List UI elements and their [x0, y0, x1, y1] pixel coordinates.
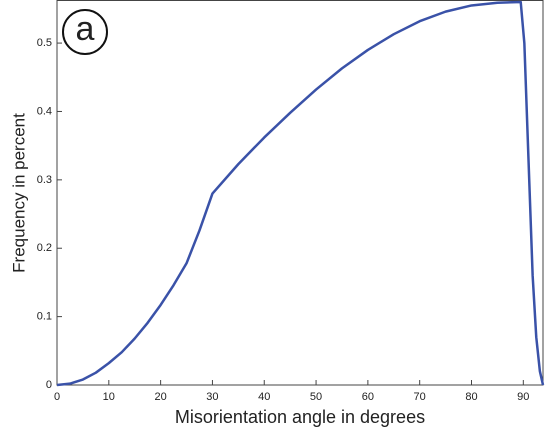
y-tick-label: 0.3: [37, 174, 52, 186]
x-tick-label: 40: [258, 391, 270, 403]
y-tick-label: 0.5: [37, 37, 52, 49]
y-tick-label: 0: [46, 379, 52, 391]
plot-frame: [56, 0, 544, 386]
x-tick-label: 60: [362, 391, 374, 403]
y-tick-label: 0.1: [37, 311, 52, 323]
y-tick-label: 0.4: [37, 105, 52, 117]
x-tick-label: 70: [414, 391, 426, 403]
y-axis-label: Frequency in percent: [9, 113, 28, 273]
x-tick-label: 10: [103, 391, 115, 403]
x-tick-label: 80: [465, 391, 477, 403]
x-axis-label: Misorientation angle in degrees: [175, 407, 425, 427]
y-tick-label: 0.2: [37, 242, 52, 254]
x-tick-label: 20: [154, 391, 166, 403]
x-tick-label: 30: [206, 391, 218, 403]
annotation: a: [76, 10, 95, 48]
x-tick-label: 50: [310, 391, 322, 403]
data-line: [56, 0, 545, 387]
annotation-circle: [62, 9, 108, 55]
x-tick-label: 0: [54, 391, 60, 403]
x-tick-label: 90: [517, 391, 529, 403]
